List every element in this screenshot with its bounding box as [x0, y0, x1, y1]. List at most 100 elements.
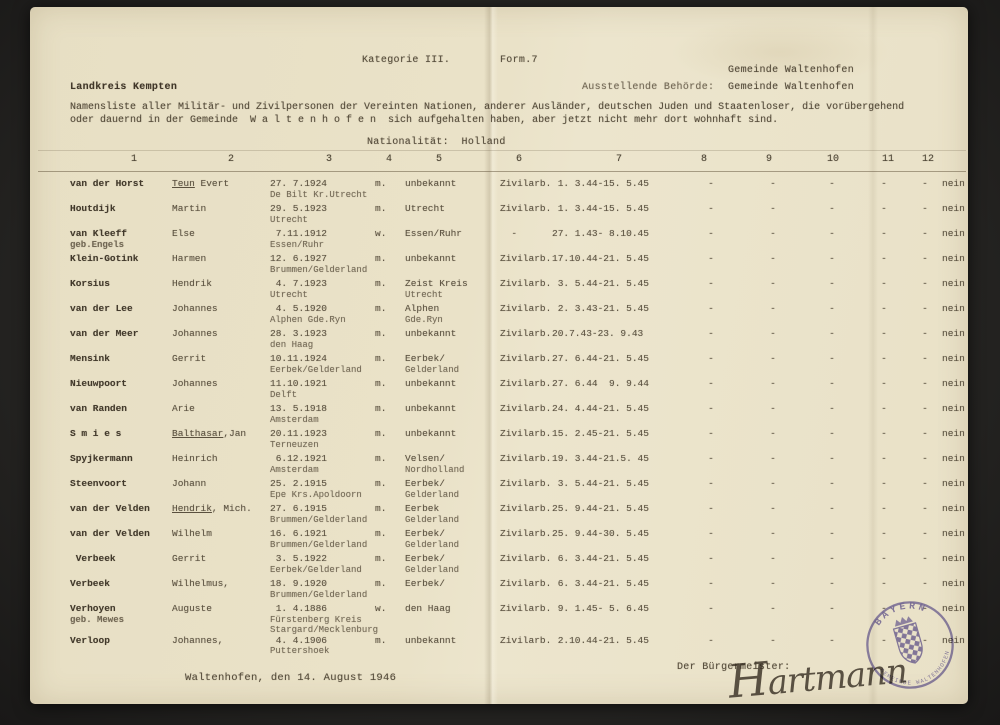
- cell-remark: nein: [942, 203, 965, 214]
- cell-residence: Eerbek/Gelderland: [405, 553, 460, 575]
- cell-col9: -: [770, 278, 776, 289]
- cell-gender: m.: [375, 528, 387, 539]
- cell-col11: -: [881, 503, 887, 514]
- table-row: van der Velden Hendrik, Mich. 27. 6.1915…: [70, 503, 968, 529]
- cell-col9: -: [770, 603, 776, 614]
- cell-residence: Eerbek/Gelderland: [405, 353, 460, 375]
- cell-col12: -: [922, 528, 928, 539]
- cell-remark: nein: [942, 403, 965, 414]
- cell-residence: unbekannt: [405, 378, 457, 389]
- cell-stay-period: 27. 6.44 9. 9.44: [552, 378, 649, 389]
- cell-firstname: Arie: [172, 403, 195, 414]
- cell-gender: m.: [375, 403, 387, 414]
- cell-surname: Korsius: [70, 278, 110, 289]
- cell-firstname: Wilhelmus,: [172, 578, 230, 589]
- cell-col10: -: [829, 428, 835, 439]
- cell-col9: -: [770, 253, 776, 264]
- ausstellende-behoerde-value: Gemeinde Waltenhofen: [728, 82, 855, 93]
- table-row: van Kleeff geb.Engels Else 7.11.1912 Essen…: [70, 228, 968, 254]
- cell-occupation: Zivilarb.: [500, 634, 552, 646]
- cell-firstname: Heinrich: [172, 453, 218, 464]
- cell-firstname: Martin: [172, 203, 207, 214]
- cell-col8: -: [708, 603, 714, 614]
- cell-col10: -: [829, 203, 835, 214]
- column-number: 10: [827, 154, 840, 165]
- cell-stay-period: 27. 1.43- 8.10.45: [552, 228, 649, 239]
- cell-firstname: Auguste: [172, 603, 212, 614]
- cell-surname: van der Velden: [70, 528, 150, 539]
- cell-surname: van Randen: [70, 403, 128, 414]
- table-row: Nieuwpoort Johannes 11.10.1921 Delft m. u…: [70, 378, 968, 404]
- cell-gender: w.: [375, 603, 387, 614]
- cell-col9: -: [770, 634, 776, 646]
- cell-occupation: Zivilarb.: [500, 178, 552, 189]
- table-body: van der Horst Teun Evert 27. 7.1924 De Bi…: [70, 178, 968, 661]
- cell-residence: Zeist Kreis Utrecht: [405, 278, 468, 300]
- cell-col11: -: [881, 378, 887, 389]
- cell-col11: -: [881, 453, 887, 464]
- table-column-numbers: 1 2 3 4 5 6 7 8 9 10 11 12: [70, 154, 968, 168]
- cell-remark: nein: [942, 253, 965, 264]
- cell-col12: -: [922, 478, 928, 489]
- cell-col8: -: [708, 203, 714, 214]
- cell-residence: Essen/Ruhr: [405, 228, 463, 239]
- scanned-document-paper: Kategorie III. Form.7 Gemeinde Waltenhof…: [30, 7, 968, 709]
- cell-remark: nein: [942, 278, 965, 289]
- cell-birthdate-place: 4. 7.1923 Utrecht: [270, 278, 328, 300]
- cell-stay-period: 3. 5.44-21. 5.45: [552, 478, 649, 489]
- table-row: van Randen Arie 13. 5.1918 Amsterdam m. u…: [70, 403, 968, 429]
- cell-remark: nein: [942, 553, 965, 564]
- cell-remark: nein: [942, 578, 965, 589]
- cell-residence: unbekannt: [405, 253, 457, 264]
- ausstellende-behoerde-label: Ausstellende Behörde:: [582, 82, 715, 93]
- cell-col12: -: [922, 178, 928, 189]
- cell-col10: -: [829, 453, 835, 464]
- cell-remark: nein: [942, 603, 965, 614]
- column-number: 5: [436, 154, 443, 165]
- cell-col11: -: [881, 228, 887, 239]
- cell-gender: w.: [375, 228, 387, 239]
- cell-surname: Spyjkermann: [70, 453, 133, 464]
- cell-gender: m.: [375, 253, 387, 264]
- cell-firstname: Hendrik, Mich.: [172, 503, 252, 514]
- cell-gender: m.: [375, 478, 387, 489]
- cell-col10: -: [829, 603, 835, 614]
- cell-occupation: Zivilarb.: [500, 303, 552, 314]
- cell-col8: -: [708, 253, 714, 264]
- cell-firstname: Johannes: [172, 303, 218, 314]
- cell-residence: Utrecht: [405, 203, 445, 214]
- cell-col11: -: [881, 203, 887, 214]
- table-row: Verbeek Gerrit 3. 5.1922 Eerbek/Gelderlan…: [70, 553, 968, 579]
- table-rule-bottom: [38, 171, 966, 172]
- cell-col8: -: [708, 634, 714, 646]
- cell-occupation: Zivilarb.: [500, 378, 552, 389]
- cell-remark: nein: [942, 528, 965, 539]
- stamp-outer-ring: [866, 601, 954, 689]
- cell-stay-period: 24. 4.44-21. 5.45: [552, 403, 649, 414]
- cell-col11: -: [881, 253, 887, 264]
- cell-col8: -: [708, 303, 714, 314]
- cell-stay-period: 9. 1.45- 5. 6.45: [552, 603, 649, 614]
- cell-firstname: Gerrit: [172, 353, 207, 364]
- cell-stay-period: 2.10.44-21. 5.45: [552, 634, 649, 646]
- cell-stay-period: 2. 3.43-21. 5.45: [552, 303, 649, 314]
- cell-col11: -: [881, 278, 887, 289]
- cell-col8: -: [708, 278, 714, 289]
- cell-col9: -: [770, 578, 776, 589]
- column-number: 2: [228, 154, 235, 165]
- table-row: van der Meer Johannes 28. 3.1923 den Haag…: [70, 328, 968, 354]
- cell-residence: unbekannt: [405, 634, 457, 646]
- cell-firstname: Johannes: [172, 328, 218, 339]
- cell-col11: -: [881, 303, 887, 314]
- cell-firstname: Gerrit: [172, 553, 207, 564]
- cell-col8: -: [708, 528, 714, 539]
- cell-col9: -: [770, 203, 776, 214]
- cell-col10: -: [829, 528, 835, 539]
- cell-col10: -: [829, 403, 835, 414]
- cell-surname: Verloop: [70, 634, 110, 646]
- cell-col11: -: [881, 528, 887, 539]
- cell-occupation: Zivilarb.: [500, 553, 552, 564]
- crest-shield-icon: [892, 622, 923, 664]
- cell-occupation: Zivilarb.: [500, 603, 552, 614]
- cell-col9: -: [770, 353, 776, 364]
